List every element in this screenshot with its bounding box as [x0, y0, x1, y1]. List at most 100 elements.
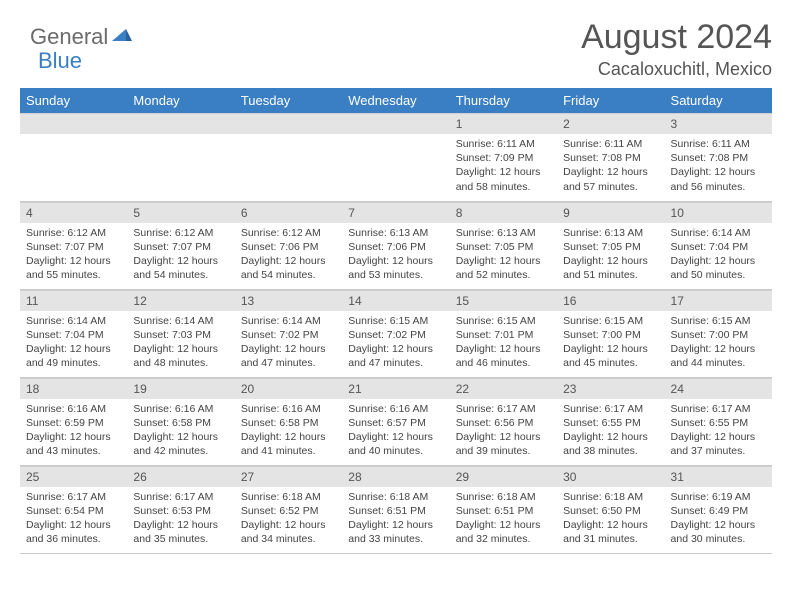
daylight-text: Daylight: 12 hours and 49 minutes. — [26, 342, 121, 370]
day-cell: 4Sunrise: 6:12 AMSunset: 7:07 PMDaylight… — [20, 201, 127, 289]
dow-saturday: Saturday — [665, 88, 772, 113]
day-number: 22 — [450, 378, 557, 399]
day-body — [342, 134, 449, 184]
sunset-text: Sunset: 7:09 PM — [456, 151, 551, 165]
daylight-text: Daylight: 12 hours and 53 minutes. — [348, 254, 443, 282]
daylight-text: Daylight: 12 hours and 46 minutes. — [456, 342, 551, 370]
sunset-text: Sunset: 6:58 PM — [133, 416, 228, 430]
day-number: 23 — [557, 378, 664, 399]
sunrise-text: Sunrise: 6:13 AM — [348, 226, 443, 240]
sunrise-text: Sunrise: 6:14 AM — [241, 314, 336, 328]
daylight-text: Daylight: 12 hours and 57 minutes. — [563, 165, 658, 193]
day-cell: 19Sunrise: 6:16 AMSunset: 6:58 PMDayligh… — [127, 377, 234, 465]
sunrise-text: Sunrise: 6:18 AM — [563, 490, 658, 504]
header: General August 2024 Cacaloxuchitl, Mexic… — [20, 18, 772, 80]
day-body: Sunrise: 6:11 AMSunset: 7:08 PMDaylight:… — [665, 134, 772, 200]
sunset-text: Sunset: 7:05 PM — [456, 240, 551, 254]
sunset-text: Sunset: 6:59 PM — [26, 416, 121, 430]
dow-friday: Friday — [557, 88, 664, 113]
sunset-text: Sunset: 6:55 PM — [671, 416, 766, 430]
sunset-text: Sunset: 7:03 PM — [133, 328, 228, 342]
sunset-text: Sunset: 7:06 PM — [241, 240, 336, 254]
day-cell: 2Sunrise: 6:11 AMSunset: 7:08 PMDaylight… — [557, 113, 664, 201]
day-cell: 10Sunrise: 6:14 AMSunset: 7:04 PMDayligh… — [665, 201, 772, 289]
day-number: 7 — [342, 202, 449, 223]
sunrise-text: Sunrise: 6:13 AM — [456, 226, 551, 240]
sunset-text: Sunset: 7:00 PM — [671, 328, 766, 342]
sunset-text: Sunset: 7:06 PM — [348, 240, 443, 254]
daylight-text: Daylight: 12 hours and 32 minutes. — [456, 518, 551, 546]
day-cell — [342, 113, 449, 201]
sunrise-text: Sunrise: 6:12 AM — [133, 226, 228, 240]
sunset-text: Sunset: 7:07 PM — [133, 240, 228, 254]
sunset-text: Sunset: 6:54 PM — [26, 504, 121, 518]
day-number — [20, 113, 127, 134]
day-number: 14 — [342, 290, 449, 311]
day-body: Sunrise: 6:11 AMSunset: 7:08 PMDaylight:… — [557, 134, 664, 200]
daylight-text: Daylight: 12 hours and 37 minutes. — [671, 430, 766, 458]
day-body — [127, 134, 234, 184]
daylight-text: Daylight: 12 hours and 41 minutes. — [241, 430, 336, 458]
day-body: Sunrise: 6:18 AMSunset: 6:51 PMDaylight:… — [450, 487, 557, 553]
sunset-text: Sunset: 6:57 PM — [348, 416, 443, 430]
daylight-text: Daylight: 12 hours and 38 minutes. — [563, 430, 658, 458]
daylight-text: Daylight: 12 hours and 58 minutes. — [456, 165, 551, 193]
daylight-text: Daylight: 12 hours and 31 minutes. — [563, 518, 658, 546]
month-title: August 2024 — [581, 18, 772, 57]
day-cell: 3Sunrise: 6:11 AMSunset: 7:08 PMDaylight… — [665, 113, 772, 201]
sunrise-text: Sunrise: 6:11 AM — [671, 137, 766, 151]
day-body: Sunrise: 6:17 AMSunset: 6:54 PMDaylight:… — [20, 487, 127, 553]
day-number: 26 — [127, 466, 234, 487]
sunrise-text: Sunrise: 6:16 AM — [348, 402, 443, 416]
day-number: 11 — [20, 290, 127, 311]
day-body: Sunrise: 6:15 AMSunset: 7:00 PMDaylight:… — [557, 311, 664, 377]
day-body: Sunrise: 6:16 AMSunset: 6:58 PMDaylight:… — [127, 399, 234, 465]
sunset-text: Sunset: 6:55 PM — [563, 416, 658, 430]
sunset-text: Sunset: 6:58 PM — [241, 416, 336, 430]
day-number: 10 — [665, 202, 772, 223]
sunset-text: Sunset: 7:04 PM — [26, 328, 121, 342]
day-number: 13 — [235, 290, 342, 311]
sunrise-text: Sunrise: 6:14 AM — [133, 314, 228, 328]
sunset-text: Sunset: 6:50 PM — [563, 504, 658, 518]
day-cell: 21 Sunrise: 6:16 AMSunset: 6:57 PMDayligh… — [342, 377, 449, 465]
day-body: Sunrise: 6:12 AMSunset: 7:07 PMDaylight:… — [20, 223, 127, 289]
day-cell: 29Sunrise: 6:18 AMSunset: 6:51 PMDayligh… — [450, 465, 557, 553]
day-body: Sunrise: 6:15 AMSunset: 7:00 PMDaylight:… — [665, 311, 772, 377]
daylight-text: Daylight: 12 hours and 40 minutes. — [348, 430, 443, 458]
day-cell: 14Sunrise: 6:15 AMSunset: 7:02 PMDayligh… — [342, 289, 449, 377]
day-body: Sunrise: 6:17 AMSunset: 6:53 PMDaylight:… — [127, 487, 234, 553]
week-row: 1Sunrise: 6:11 AMSunset: 7:09 PMDaylight… — [20, 113, 772, 201]
day-number: 12 — [127, 290, 234, 311]
sunrise-text: Sunrise: 6:14 AM — [26, 314, 121, 328]
day-body: Sunrise: 6:16 AMSunset: 6:59 PMDaylight:… — [20, 399, 127, 465]
sunset-text: Sunset: 7:02 PM — [241, 328, 336, 342]
day-body: Sunrise: 6:19 AMSunset: 6:49 PMDaylight:… — [665, 487, 772, 553]
dow-monday: Monday — [127, 88, 234, 113]
day-cell: 5Sunrise: 6:12 AMSunset: 7:07 PMDaylight… — [127, 201, 234, 289]
day-cell — [127, 113, 234, 201]
daylight-text: Daylight: 12 hours and 54 minutes. — [133, 254, 228, 282]
day-cell: 9Sunrise: 6:13 AMSunset: 7:05 PMDaylight… — [557, 201, 664, 289]
day-cell: 7 Sunrise: 6:13 AMSunset: 7:06 PMDaylight… — [342, 201, 449, 289]
sunrise-text: Sunrise: 6:17 AM — [26, 490, 121, 504]
sunrise-text: Sunrise: 6:18 AM — [348, 490, 443, 504]
day-cell: 28Sunrise: 6:18 AMSunset: 6:51 PMDayligh… — [342, 465, 449, 553]
day-number: 21 — [342, 378, 449, 399]
sunset-text: Sunset: 6:53 PM — [133, 504, 228, 518]
day-number: 16 — [557, 290, 664, 311]
sunrise-text: Sunrise: 6:17 AM — [671, 402, 766, 416]
day-number: 8 — [450, 202, 557, 223]
day-body: Sunrise: 6:14 AMSunset: 7:03 PMDaylight:… — [127, 311, 234, 377]
sunset-text: Sunset: 7:01 PM — [456, 328, 551, 342]
day-cell — [235, 113, 342, 201]
calendar-page: General August 2024 Cacaloxuchitl, Mexic… — [0, 0, 792, 564]
daylight-text: Daylight: 12 hours and 51 minutes. — [563, 254, 658, 282]
day-cell: 30Sunrise: 6:18 AMSunset: 6:50 PMDayligh… — [557, 465, 664, 553]
daylight-text: Daylight: 12 hours and 42 minutes. — [133, 430, 228, 458]
day-body: Sunrise: 6:13 AMSunset: 7:05 PMDaylight:… — [450, 223, 557, 289]
brand-part2-wrap: Blue — [38, 48, 82, 74]
sunrise-text: Sunrise: 6:11 AM — [563, 137, 658, 151]
dow-sunday: Sunday — [20, 88, 127, 113]
sunrise-text: Sunrise: 6:17 AM — [133, 490, 228, 504]
